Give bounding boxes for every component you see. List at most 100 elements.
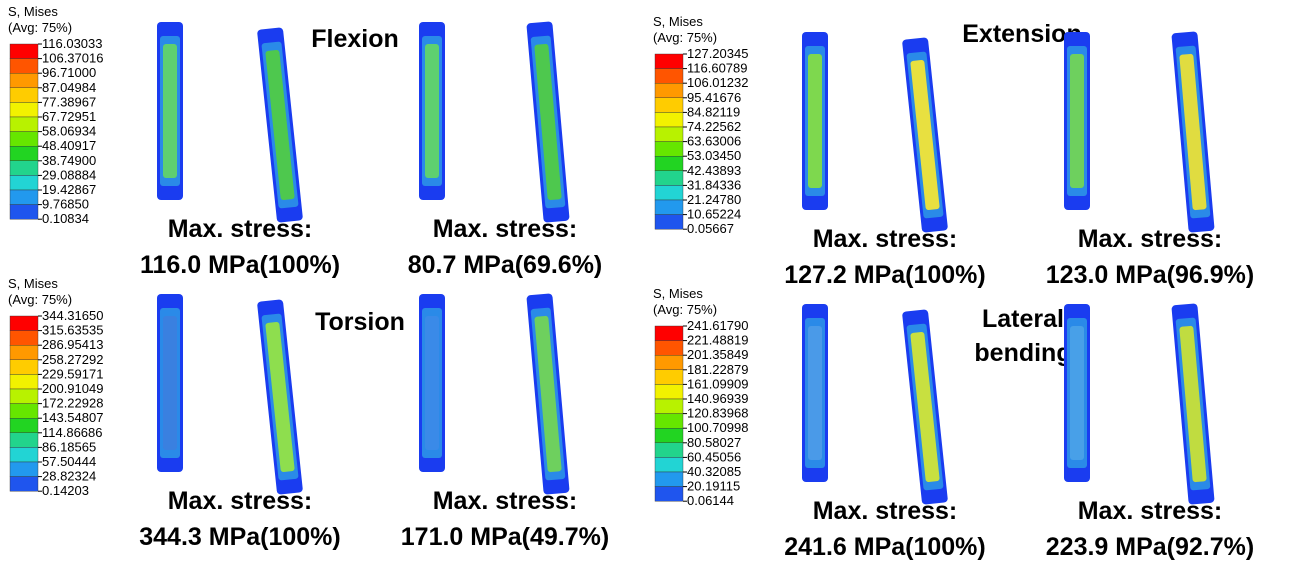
result-value: 80.7 MPa(69.6%) (408, 251, 603, 279)
color-band (655, 487, 683, 502)
legend-value: 38.74900 (42, 153, 96, 168)
rod (257, 299, 303, 495)
legend-value: 42.43893 (687, 163, 741, 178)
rod (802, 304, 828, 482)
panel: S, Mises(Avg: 75%)116.03033106.3701696.7… (8, 4, 602, 279)
legend-value: 127.20345 (687, 46, 748, 61)
legend-value: 0.05667 (687, 221, 734, 236)
panel: S, Mises(Avg: 75%)344.31650315.63535286.… (8, 276, 609, 551)
legend-value: 58.06934 (42, 124, 96, 139)
result-heading: Max. stress: (813, 225, 958, 253)
legend-value: 315.63535 (42, 323, 103, 338)
rod-core (808, 54, 822, 188)
rod (902, 309, 948, 505)
rod (419, 22, 445, 200)
legend-value: 10.65224 (687, 207, 741, 222)
legend-value: 60.45056 (687, 449, 741, 464)
legend-value: 19.42867 (42, 182, 96, 197)
color-band (10, 316, 38, 331)
legend-value: 86.18565 (42, 439, 96, 454)
rod (419, 294, 445, 472)
legend-value: 74.22562 (687, 119, 741, 134)
color-band (655, 384, 683, 399)
color-band (10, 205, 38, 220)
result-heading: Max. stress: (1078, 497, 1223, 525)
color-band (10, 117, 38, 132)
legend-value: 181.22879 (687, 362, 748, 377)
legend-value: 9.76850 (42, 197, 89, 212)
color-band (10, 102, 38, 117)
rod-core (1070, 326, 1084, 460)
color-band (655, 399, 683, 414)
color-band (10, 175, 38, 190)
load-case-title: Extension (962, 20, 1081, 48)
result-value: 223.9 MPa(92.7%) (1046, 533, 1254, 561)
rod (157, 22, 183, 200)
legend-value: 258.27292 (42, 352, 103, 367)
rod (526, 21, 569, 223)
color-band (655, 370, 683, 385)
result-value: 127.2 MPa(100%) (784, 261, 986, 289)
rod (1171, 303, 1214, 505)
legend-value: 241.61790 (687, 318, 748, 333)
legend-title: S, Mises (653, 286, 703, 301)
result-heading: Max. stress: (168, 215, 313, 243)
legend-value: 40.32085 (687, 464, 741, 479)
result-value: 123.0 MPa(96.9%) (1046, 261, 1254, 289)
legend-subtitle: (Avg: 75%) (653, 302, 717, 317)
rod (1064, 304, 1090, 482)
rod (1064, 32, 1090, 210)
rod (1171, 31, 1214, 233)
color-band (655, 69, 683, 84)
load-case-title: Lateral (982, 305, 1064, 333)
color-band (655, 54, 683, 69)
legend-subtitle: (Avg: 75%) (8, 20, 72, 35)
legend-title: S, Mises (8, 276, 58, 291)
result-heading: Max. stress: (433, 487, 578, 515)
legend-value: 67.72951 (42, 109, 96, 124)
legend: S, Mises(Avg: 75%)241.61790221.48819201.… (653, 286, 748, 508)
color-band (655, 215, 683, 230)
legend-value: 0.10834 (42, 211, 89, 226)
color-band (655, 98, 683, 113)
color-band (10, 88, 38, 103)
legend-value: 0.06144 (687, 493, 734, 508)
color-band (10, 374, 38, 389)
color-band (10, 404, 38, 419)
result-value: 116.0 MPa(100%) (140, 251, 340, 279)
legend-value: 140.96939 (687, 391, 748, 406)
color-band (10, 331, 38, 346)
legend-value: 53.03450 (687, 148, 741, 163)
rod (526, 293, 569, 495)
legend-value: 106.01232 (687, 75, 748, 90)
color-band (10, 161, 38, 176)
legend-value: 57.50444 (42, 454, 96, 469)
rod (802, 32, 828, 210)
load-case-title: Flexion (311, 25, 399, 53)
result-value: 171.0 MPa(49.7%) (401, 523, 609, 551)
panel: S, Mises(Avg: 75%)241.61790221.48819201.… (653, 286, 1254, 561)
color-band (10, 477, 38, 492)
figure: S, Mises(Avg: 75%)116.03033106.3701696.7… (0, 0, 1316, 571)
legend-value: 106.37016 (42, 51, 103, 66)
rod (157, 294, 183, 472)
result-heading: Max. stress: (1078, 225, 1223, 253)
color-band (655, 185, 683, 200)
color-band (655, 428, 683, 443)
color-band (655, 142, 683, 157)
load-case-title: Torsion (315, 308, 405, 336)
color-band (10, 190, 38, 205)
legend-value: 21.24780 (687, 192, 741, 207)
legend-value: 95.41676 (687, 90, 741, 105)
legend-value: 172.22928 (42, 396, 103, 411)
legend-value: 0.14203 (42, 483, 89, 498)
legend-value: 20.19115 (687, 479, 740, 494)
color-band (655, 472, 683, 487)
legend-value: 84.82119 (687, 104, 740, 119)
legend-value: 28.82324 (42, 469, 96, 484)
color-band (10, 433, 38, 448)
color-band (655, 443, 683, 458)
color-band (655, 457, 683, 472)
color-band (655, 156, 683, 171)
result-value: 241.6 MPa(100%) (784, 533, 986, 561)
